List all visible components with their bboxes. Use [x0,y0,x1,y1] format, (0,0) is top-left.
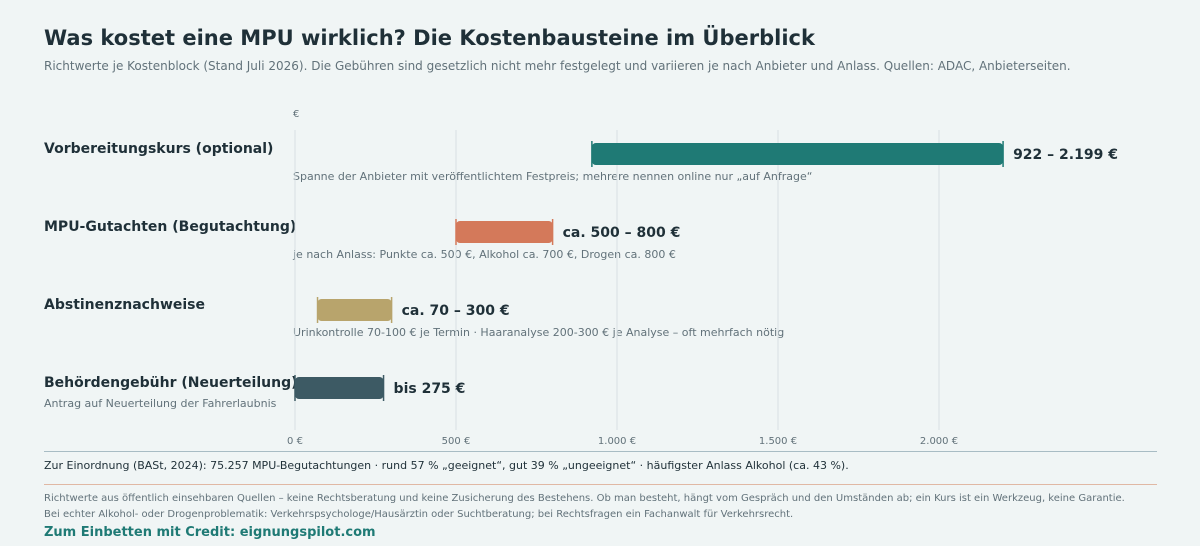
row-note-vorbereitungskurs: Spanne der Anbieter mit veröffentlichtem… [293,170,813,183]
range-bar [456,221,553,243]
row-note-mpu-gutachten: je nach Anlass: Punkte ca. 500 €, Alkoho… [293,248,676,261]
range-bar [591,143,1004,165]
x-tick-label: 500 € [442,436,471,447]
row-label-mpu-gutachten: MPU-Gutachten (Begutachtung) [44,219,297,235]
row-label-abstinenznachweise: Abstinenznachweise [44,297,205,313]
row-label-vorbereitungskurs: Vorbereitungskurs (optional) [44,141,274,157]
row-sublabel-behoerdengebuehr: Antrag auf Neuerteilung der Fahrerlaubni… [44,397,277,410]
x-tick-label: 1.000 € [598,436,636,447]
row-note-abstinenznachweise: Urinkontrolle 70-100 € je Termin · Haara… [293,326,785,339]
x-tick-label: 1.500 € [759,436,797,447]
summary-text: Zur Einordnung (BASt, 2024): 75.257 MPU-… [44,459,849,472]
disclaimer-line-2: Bei echter Alkohol- oder Drogenproblemat… [44,509,794,520]
divider [44,484,1157,485]
range-bar [295,377,384,399]
chart-subtitle: Richtwerte je Kostenblock (Stand Juli 20… [44,59,1071,73]
x-tick-label: 2.000 € [920,436,958,447]
divider [44,451,1157,452]
data-label: bis 275 € [394,381,466,397]
chart-title: Was kostet eine MPU wirklich? Die Kosten… [44,26,815,50]
range-bar-chart: 0 € 500 € 1.000 € 1.500 € 2.000 € 922 – 2.199… [287,130,1118,447]
row-label-behoerdengebuehr: Behördengebühr (Neuerteilung) [44,375,298,391]
data-label: ca. 70 – 300 € [402,303,510,319]
data-label: 922 – 2.199 € [1013,147,1118,163]
disclaimer-line-1: Richtwerte aus öffentlich einsehbaren Qu… [44,493,1125,504]
range-bar [317,299,392,321]
unit-label: € [293,109,300,120]
data-label: ca. 500 – 800 € [563,225,681,241]
x-tick-label: 0 € [287,436,303,447]
credit-link[interactable]: Zum Einbetten mit Credit: eignungspilot.… [44,525,376,540]
